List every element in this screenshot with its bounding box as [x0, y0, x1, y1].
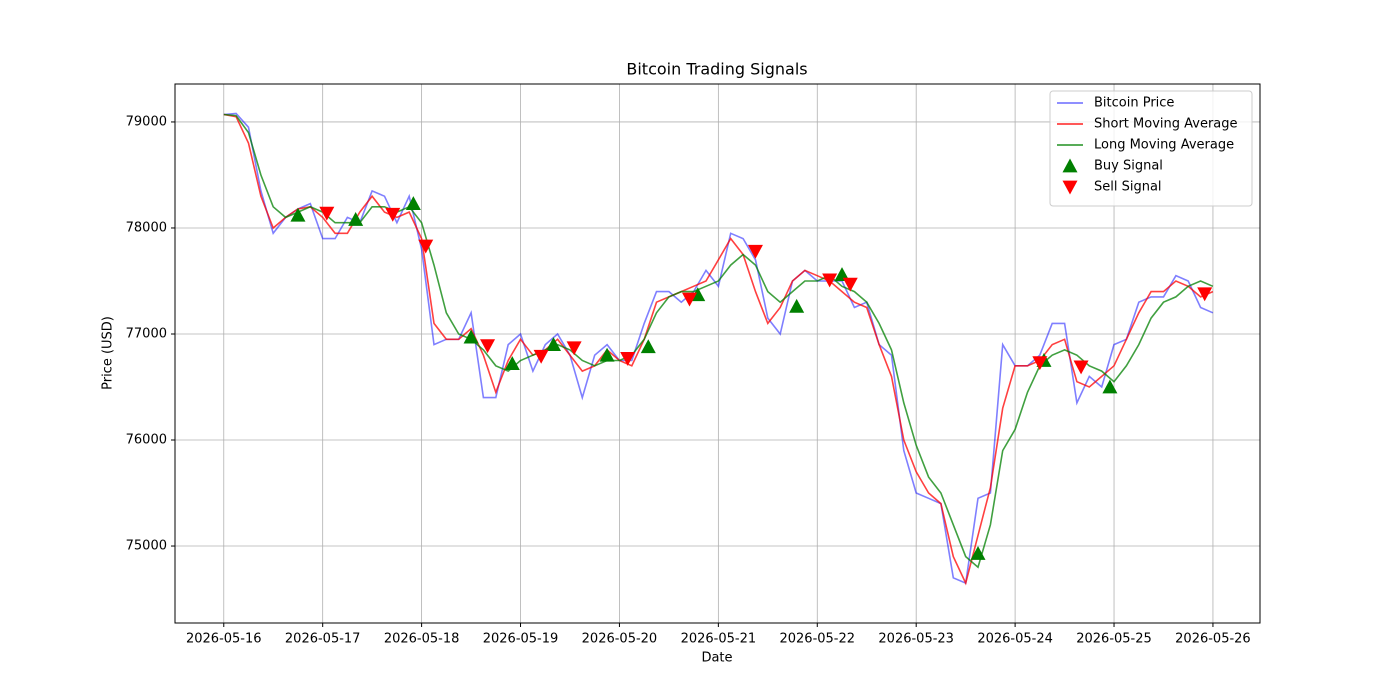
- signal-marker: [418, 239, 434, 254]
- legend-box: [1049, 90, 1253, 207]
- chart-title: Bitcoin Trading Signals: [626, 60, 807, 79]
- signal-marker: [1032, 356, 1048, 371]
- x-tick-label: 2026-05-18: [384, 632, 460, 647]
- signal-marker: [822, 273, 838, 288]
- signal-marker: [640, 339, 656, 354]
- x-tick-label: 2026-05-23: [878, 632, 954, 647]
- y-tick-label: 75000: [126, 539, 167, 554]
- signal-marker: [747, 244, 763, 259]
- signal-marker: [789, 298, 805, 313]
- signal-marker: [319, 206, 335, 221]
- legend-marker: [1062, 180, 1078, 195]
- y-tick-label: 79000: [126, 114, 167, 129]
- signal-marker: [970, 545, 986, 560]
- signal-marker: [1073, 360, 1089, 375]
- x-tick-label: 2026-05-20: [582, 632, 658, 647]
- signal-marker: [348, 211, 364, 226]
- signal-marker: [545, 337, 561, 351]
- signal-marker: [533, 349, 549, 364]
- signal-marker: [290, 207, 306, 222]
- signal-marker: [1102, 379, 1118, 394]
- legend: Bitcoin Price Short Moving Average Long Mo…: [1049, 90, 1253, 207]
- legend-label: Short Moving Average: [1094, 117, 1238, 132]
- x-tick-label: 2026-05-24: [977, 632, 1053, 647]
- legend-label: Long Moving Average: [1094, 138, 1234, 153]
- signal-marker: [599, 347, 615, 362]
- x-tick-label: 2026-05-16: [186, 632, 262, 647]
- signal-marker: [463, 329, 479, 344]
- x-tick-label: 2026-05-17: [285, 632, 361, 647]
- plot-frame: [174, 83, 1261, 624]
- legend-marker: [1062, 158, 1078, 173]
- signal-marker: [682, 292, 698, 307]
- signal-marker: [1197, 287, 1213, 302]
- y-axis-label: Price (USD): [101, 316, 116, 390]
- legend-label: Sell Signal: [1094, 180, 1162, 195]
- signal-marker: [566, 341, 582, 356]
- legend-label: Buy Signal: [1094, 159, 1163, 174]
- x-axis-label: Date: [701, 651, 732, 666]
- signal-marker: [385, 207, 401, 222]
- signal-marker: [480, 339, 496, 354]
- y-tick-label: 77000: [126, 326, 167, 341]
- signal-marker: [620, 352, 636, 366]
- signal-marker: [842, 277, 858, 292]
- y-tick-label: 78000: [126, 220, 167, 235]
- signal-marker: [504, 356, 520, 371]
- x-tick-label: 2026-05-25: [1076, 632, 1152, 647]
- signal-marker: [834, 267, 850, 281]
- signal-marker: [405, 196, 421, 210]
- y-tick-label: 76000: [126, 433, 167, 448]
- price-line: [223, 112, 1214, 585]
- x-tick-label: 2026-05-19: [483, 632, 559, 647]
- x-tick-label: 2026-05-22: [779, 632, 855, 647]
- x-tick-label: 2026-05-21: [681, 632, 757, 647]
- x-tick-label: 2026-05-26: [1175, 632, 1251, 647]
- legend-label: Bitcoin Price: [1094, 96, 1174, 111]
